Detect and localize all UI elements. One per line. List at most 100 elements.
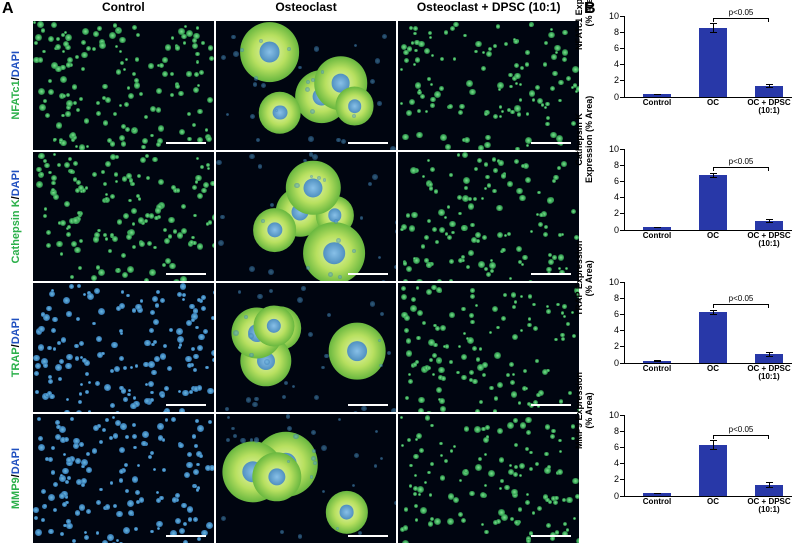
significance-bracket [713, 304, 769, 308]
ytick-label: 8 [614, 160, 625, 170]
ytick-label: 8 [614, 293, 625, 303]
ytick-label: 0 [614, 358, 625, 368]
row-label: MMP9/DAPI [0, 413, 32, 544]
col-header-control: Control [32, 0, 215, 20]
scale-bar [166, 535, 206, 537]
col-header-osteoclast-dpsc: Osteoclast + DPSC (10:1) [397, 0, 580, 20]
xlabel: Control [633, 230, 681, 241]
xlabel: OC + DPSC(10:1) [745, 496, 793, 516]
ytick-label: 0 [614, 491, 625, 501]
xlabel: OC + DPSC(10:1) [745, 230, 793, 250]
bar-chart: MMP9 Expression(% Area)0246810ControlOCO… [584, 411, 796, 537]
significance-text: p<0.05 [729, 425, 754, 434]
xlabel: OC [689, 97, 737, 108]
ytick-label: 4 [614, 59, 625, 69]
bar-chart: NFATc1 Expression(% Area)0246810ControlO… [584, 12, 796, 138]
microscopy-image [216, 21, 397, 150]
bar [755, 485, 783, 496]
scale-bar [531, 535, 571, 537]
bar [699, 312, 727, 362]
chart-area: 0246810ControlOCOC + DPSC(10:1)p<0.05 [624, 415, 792, 497]
bar [755, 354, 783, 362]
scale-bar [166, 404, 206, 406]
microscopy-image [216, 414, 397, 543]
panel-b-label: B [584, 0, 596, 18]
ytick-label: 6 [614, 442, 625, 452]
column-headers: Control Osteoclast Osteoclast + DPSC (10… [0, 0, 580, 20]
bar [699, 175, 727, 229]
microscopy-image [398, 414, 579, 543]
ytick-label: 4 [614, 192, 625, 202]
microscopy-image [216, 152, 397, 281]
image-row: MMP9/DAPI [0, 413, 580, 544]
chart-ylabel: Cathepsin KExpression (% Area) [574, 95, 594, 182]
scale-bar [348, 535, 388, 537]
ytick-label: 8 [614, 27, 625, 37]
image-grid: NFATc1/DAPICathepsin K/DAPITRAP/DAPIMMP9… [0, 20, 580, 544]
ytick-label: 0 [614, 92, 625, 102]
significance-text: p<0.05 [729, 294, 754, 303]
microscopy-image [33, 283, 214, 412]
bar-chart: TRAP Expression(% Area)0246810ControlOCO… [584, 278, 796, 404]
ytick-label: 10 [609, 410, 625, 420]
ytick-label: 2 [614, 474, 625, 484]
ytick-label: 6 [614, 176, 625, 186]
ytick-label: 6 [614, 43, 625, 53]
bar [755, 221, 783, 230]
xlabel: OC [689, 363, 737, 374]
image-row: Cathepsin K/DAPI [0, 151, 580, 282]
xlabel: OC [689, 496, 737, 507]
ytick-label: 4 [614, 458, 625, 468]
row-label: Cathepsin K/DAPI [0, 151, 32, 282]
ytick-label: 8 [614, 426, 625, 436]
chart-area: 0246810ControlOCOC + DPSC(10:1)p<0.05 [624, 16, 792, 98]
significance-text: p<0.05 [729, 8, 754, 17]
ytick-label: 0 [614, 225, 625, 235]
xlabel: Control [633, 363, 681, 374]
ytick-label: 2 [614, 341, 625, 351]
scale-bar [166, 273, 206, 275]
bar [699, 28, 727, 97]
panel-a-label: A [2, 0, 14, 18]
ytick-label: 2 [614, 75, 625, 85]
panel-a-microscopy-grid: Control Osteoclast Osteoclast + DPSC (10… [0, 0, 580, 544]
bar [755, 86, 783, 97]
scale-bar [348, 273, 388, 275]
xlabel: OC + DPSC(10:1) [745, 363, 793, 383]
chart-ylabel: TRAP Expression(% Area) [574, 240, 594, 315]
ytick-label: 10 [609, 11, 625, 21]
microscopy-image [398, 152, 579, 281]
scale-bar [531, 273, 571, 275]
ytick-label: 10 [609, 277, 625, 287]
image-row: NFATc1/DAPI [0, 20, 580, 151]
scale-bar [531, 142, 571, 144]
microscopy-image [398, 283, 579, 412]
bar [699, 445, 727, 495]
ytick-label: 2 [614, 208, 625, 218]
microscopy-image [33, 21, 214, 150]
microscopy-image [398, 21, 579, 150]
col-header-osteoclast: Osteoclast [215, 0, 398, 20]
chart-ylabel: MMP9 Expression(% Area) [574, 371, 594, 448]
significance-bracket [713, 435, 769, 439]
scale-bar [348, 142, 388, 144]
scale-bar [348, 404, 388, 406]
scale-bar [531, 404, 571, 406]
microscopy-image [216, 283, 397, 412]
xlabel: OC + DPSC(10:1) [745, 97, 793, 117]
chart-area: 0246810ControlOCOC + DPSC(10:1)p<0.05 [624, 149, 792, 231]
ytick-label: 4 [614, 325, 625, 335]
significance-bracket [713, 167, 769, 171]
significance-text: p<0.05 [729, 157, 754, 166]
significance-bracket [713, 18, 769, 22]
scale-bar [166, 142, 206, 144]
row-label: TRAP/DAPI [0, 282, 32, 413]
row-label: NFATc1/DAPI [0, 20, 32, 151]
chart-area: 0246810ControlOCOC + DPSC(10:1)p<0.05 [624, 282, 792, 364]
bar-chart: Cathepsin KExpression (% Area)0246810Con… [584, 145, 796, 271]
image-row: TRAP/DAPI [0, 282, 580, 413]
ytick-label: 6 [614, 309, 625, 319]
panel-b-charts: NFATc1 Expression(% Area)0246810ControlO… [580, 0, 800, 544]
ytick-label: 10 [609, 144, 625, 154]
xlabel: Control [633, 97, 681, 108]
